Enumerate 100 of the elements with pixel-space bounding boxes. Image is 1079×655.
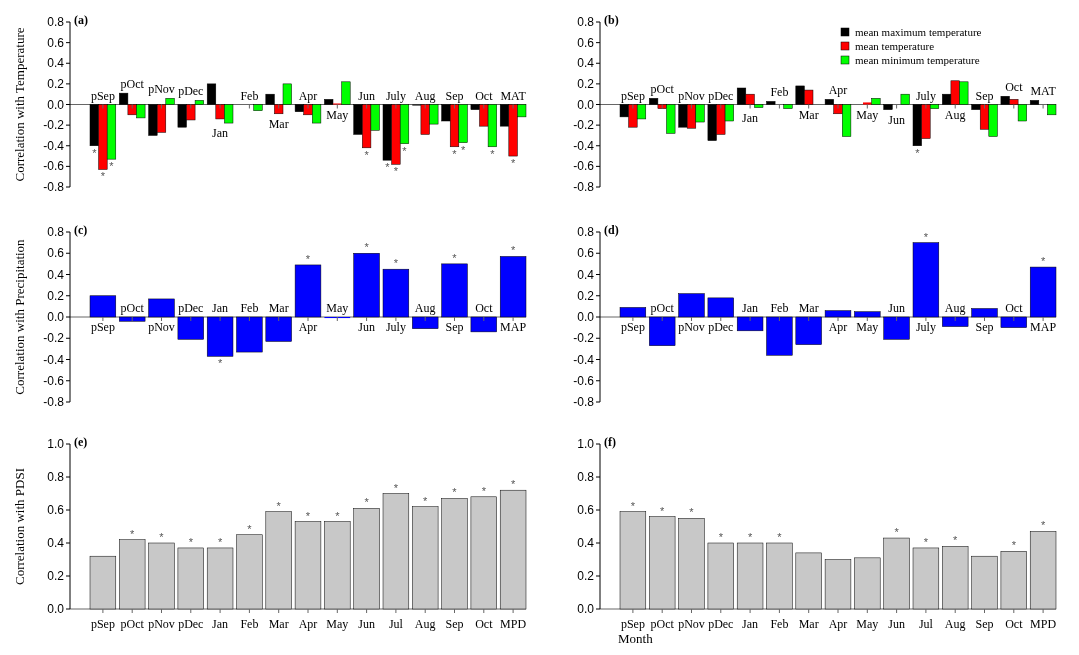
bar <box>206 547 234 610</box>
x-tick-label: pOct <box>120 77 145 92</box>
x-tick-label: Feb <box>240 301 259 315</box>
bar <box>678 293 705 318</box>
annotation: * <box>718 531 724 543</box>
annotation: * <box>305 252 311 265</box>
annotation: * <box>510 157 516 170</box>
x-tick-label: July <box>385 320 406 334</box>
bar <box>499 489 527 610</box>
chart-title: (a) <box>74 13 88 27</box>
bar <box>1029 531 1057 610</box>
annotation: * <box>452 486 458 499</box>
annotation: * <box>689 506 695 519</box>
x-tick-label: Jan <box>212 617 229 631</box>
y-tick-label: 0.8 <box>577 15 595 29</box>
bar <box>766 542 793 610</box>
y-tick-label: 1.0 <box>577 437 595 451</box>
annotation: * <box>452 251 458 264</box>
bar <box>353 253 380 318</box>
bar <box>412 506 439 610</box>
x-tick-label: Mar <box>268 301 289 315</box>
y-tick-label: 0.2 <box>47 569 65 583</box>
annotation: * <box>777 531 783 543</box>
bar <box>470 316 497 333</box>
x-tick-label: Apr <box>828 617 848 631</box>
annotation: * <box>1040 519 1046 532</box>
x-tick-label: Jun <box>358 617 375 631</box>
y-tick-label: -0.8 <box>43 395 65 409</box>
x-tick-label: pNov <box>678 320 705 334</box>
bar <box>736 542 764 610</box>
y-tick-label: 1.0 <box>47 437 65 451</box>
bar <box>707 297 734 318</box>
bar <box>441 498 468 610</box>
x-tick-label: pSep <box>620 617 645 631</box>
y-tick-label: 0.4 <box>47 536 65 550</box>
y-tick-label: 0.8 <box>577 470 595 484</box>
annotation: * <box>923 535 929 548</box>
annotation: * <box>510 244 516 257</box>
bar <box>942 316 969 327</box>
bar <box>678 518 705 610</box>
x-tick-label: pOct <box>120 617 145 631</box>
y-tick-label: 0.0 <box>47 310 65 324</box>
annotation: * <box>660 504 666 517</box>
bar <box>795 552 822 610</box>
annotation: * <box>894 526 900 539</box>
x-tick-label: Mar <box>798 107 819 122</box>
x-tick-label: pDec <box>178 301 204 315</box>
x-tick-label: Apr <box>298 617 318 631</box>
bar <box>119 316 146 322</box>
legend-label: mean temperature <box>855 40 935 52</box>
x-tick-label: pOct <box>650 301 675 315</box>
bar <box>649 516 676 610</box>
x-tick-label: pOct <box>650 617 675 631</box>
bar <box>206 316 234 357</box>
y-tick-label: 0.0 <box>47 602 65 616</box>
x-tick-label: MAT <box>500 88 527 103</box>
x-tick-label: July <box>915 320 936 334</box>
x-tick-label: Jan <box>742 110 759 125</box>
annotation: * <box>305 509 311 522</box>
y-tick-label: -0.2 <box>573 331 595 346</box>
x-tick-label: Sep <box>975 88 994 103</box>
bar <box>863 102 872 105</box>
y-tick-label: 0.2 <box>47 76 65 91</box>
y-tick-label: 0.8 <box>47 225 65 239</box>
x-tick-label: Feb <box>240 88 259 103</box>
x-tick-label: May <box>326 301 349 315</box>
y-tick-label: 0.0 <box>577 97 595 112</box>
y-tick-label: 0.2 <box>577 288 595 303</box>
bar <box>707 542 734 610</box>
y-tick-label: -0.8 <box>573 395 595 409</box>
bar <box>942 546 969 610</box>
x-tick-label: Jun <box>888 617 905 631</box>
bar <box>971 308 998 318</box>
bar <box>236 316 263 353</box>
y-tick-label: 0.4 <box>577 56 595 71</box>
annotation: * <box>188 535 194 548</box>
annotation: * <box>1040 255 1046 268</box>
x-tick-label: pNov <box>678 88 705 103</box>
bar <box>324 521 351 610</box>
bar <box>324 99 334 105</box>
x-tick-label: Feb <box>770 617 789 631</box>
bar <box>1000 316 1027 328</box>
bar <box>89 555 117 610</box>
y-tick-label: 0.6 <box>577 35 595 50</box>
x-tick-label: pSep <box>90 88 115 103</box>
y-tick-label: 0.6 <box>577 503 595 517</box>
x-tick-label: Aug <box>414 88 436 103</box>
bar <box>253 104 263 111</box>
annotation: * <box>364 241 370 254</box>
chart-title: (b) <box>604 13 619 27</box>
annotation: * <box>335 509 341 522</box>
x-tick-label: Jul <box>388 617 404 631</box>
chart-title: (f) <box>604 435 616 449</box>
bar <box>177 547 204 610</box>
annotation: * <box>460 143 466 156</box>
x-tick-label: Sep <box>445 88 464 103</box>
annotation: * <box>92 146 98 159</box>
bar <box>824 310 852 318</box>
x-tick-label: pDec <box>178 84 204 99</box>
x-tick-label: May <box>856 320 879 334</box>
